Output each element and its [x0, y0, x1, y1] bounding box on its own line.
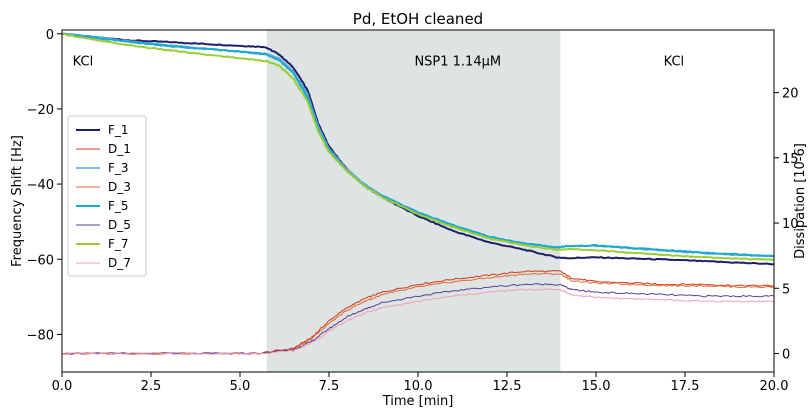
y-axis-label: Frequency Shift [Hz] — [10, 135, 25, 267]
y-tick-label: −80 — [27, 328, 54, 343]
y2-tick-label: 0 — [782, 347, 790, 362]
x-tick-label: 15.0 — [582, 379, 611, 394]
y2-axis-label: Dissipation [10-6] — [793, 143, 808, 259]
region-label-0: KCl — [73, 55, 94, 70]
x-tick-label: 7.5 — [319, 379, 340, 394]
legend-label-d-5: D_5 — [108, 218, 131, 232]
y-tick-label: −20 — [27, 103, 54, 118]
series-line-f-7 — [61, 32, 775, 261]
x-tick-label: 20.0 — [760, 379, 789, 394]
x-tick-label: 10.0 — [404, 379, 433, 394]
legend-label-d-1: D_1 — [108, 142, 131, 156]
y-tick-label: −60 — [27, 253, 54, 268]
x-tick-label: 5.0 — [230, 379, 251, 394]
y2-tick-label: 20 — [782, 87, 799, 102]
y2-tick-label: 5 — [782, 282, 790, 297]
chart-title: Pd, EtOH cleaned — [353, 10, 483, 28]
y-tick-label: −40 — [27, 178, 54, 193]
x-tick-label: 0.0 — [52, 379, 73, 394]
legend-label-f-5: F_5 — [108, 199, 129, 213]
series-layer — [61, 32, 775, 355]
series-line-d-1 — [61, 270, 775, 355]
legend-label-d-7: D_7 — [108, 256, 131, 270]
region-label-2: KCl — [664, 55, 685, 70]
x-axis-label: Time [min] — [382, 394, 454, 409]
y-tick-label: 0 — [46, 28, 54, 43]
legend-label-f-7: F_7 — [108, 237, 129, 251]
series-line-d-5 — [61, 283, 775, 355]
legend-box — [67, 115, 147, 277]
shaded-region — [266, 30, 561, 372]
legend-label-f-1: F_1 — [108, 123, 129, 137]
x-tick-label: 17.5 — [671, 379, 700, 394]
x-tick-label: 2.5 — [141, 379, 162, 394]
legend-label-d-3: D_3 — [108, 180, 131, 194]
x-tick-label: 12.5 — [493, 379, 522, 394]
series-line-d-7 — [62, 288, 775, 355]
y2-tick-label: 15 — [782, 152, 799, 167]
legend-label-f-3: F_3 — [108, 161, 129, 175]
y2-tick-label: 10 — [782, 217, 799, 232]
region-label-1: NSP1 1.14µM — [414, 55, 501, 70]
legend: F_1 D_1 F_3 D_3 F_5 D_5 F_7 D_7 — [67, 115, 147, 277]
